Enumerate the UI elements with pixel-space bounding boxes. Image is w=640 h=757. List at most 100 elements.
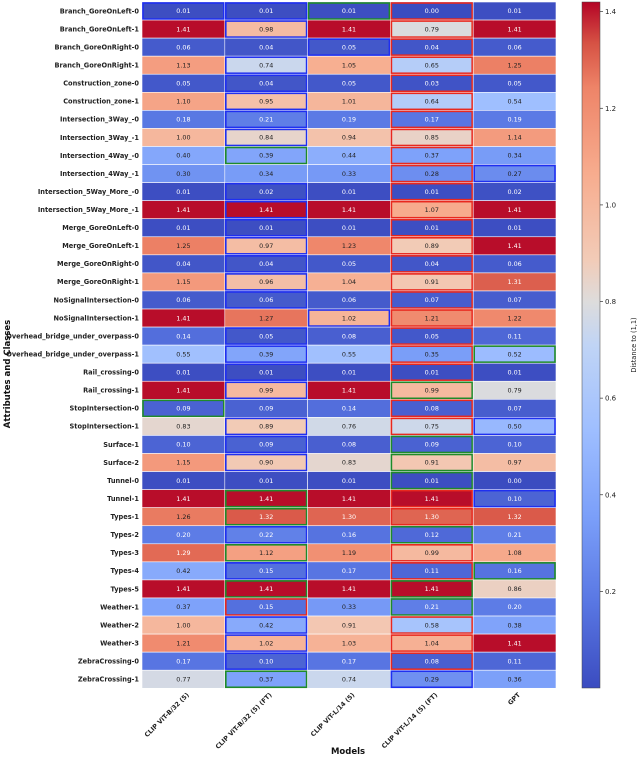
heatmap-cells: 0.01 0.01 0.01 0.00 0.01 1.41 0.98 1.41 0.79 1.41… bbox=[141, 1, 557, 689]
cell-value: 0.74 bbox=[342, 675, 356, 683]
colorbar-tick-label: 1.0 bbox=[605, 201, 616, 209]
cell-value: 0.89 bbox=[425, 242, 439, 250]
row-label: Intersection_3Way_-1 bbox=[60, 134, 139, 142]
cell-value: 0.06 bbox=[176, 296, 190, 304]
cell-outline bbox=[390, 417, 473, 436]
cell-value: 0.79 bbox=[507, 386, 521, 394]
cell-outline bbox=[225, 236, 308, 255]
cell-value: 0.05 bbox=[342, 79, 356, 87]
cell-outline bbox=[225, 128, 308, 147]
cell-value: 0.02 bbox=[507, 188, 521, 196]
cell-value: 0.01 bbox=[176, 188, 190, 196]
cell-outline bbox=[390, 598, 473, 616]
cell-value: 0.06 bbox=[507, 260, 521, 268]
cell-value: 0.33 bbox=[342, 170, 356, 178]
cell-value: 0.04 bbox=[259, 79, 273, 87]
row-label: Surface-1 bbox=[103, 441, 139, 449]
row-label: Weather-1 bbox=[100, 603, 139, 611]
cell-value: 1.21 bbox=[176, 639, 190, 647]
cell-outline bbox=[390, 236, 473, 255]
cell-value: 0.08 bbox=[425, 405, 439, 413]
cell-value: 0.37 bbox=[425, 152, 439, 160]
cell-value: 0.96 bbox=[259, 278, 273, 286]
column-label: CLIP ViT-B/32 (5) (FT) bbox=[214, 691, 274, 751]
cell-outline bbox=[142, 399, 225, 418]
cell-value: 1.12 bbox=[259, 549, 273, 557]
row-label: Overhead_bridge_under_overpass-1 bbox=[6, 350, 139, 358]
cell-outline bbox=[225, 381, 308, 400]
cell-value: 0.58 bbox=[425, 621, 439, 629]
cell-outline bbox=[225, 598, 308, 616]
column-label: CLIP ViT-L/14 (5) bbox=[309, 691, 356, 738]
cell-value: 0.36 bbox=[507, 675, 521, 683]
cell-value: 0.20 bbox=[507, 603, 521, 611]
cell-outline bbox=[390, 146, 473, 165]
cell-value: 0.10 bbox=[176, 441, 190, 449]
row-label: Branch_GoreOnLeft-1 bbox=[60, 25, 140, 33]
cell-outline bbox=[225, 652, 308, 671]
cell-value: 0.21 bbox=[507, 531, 521, 539]
row-label: Tunnel-0 bbox=[107, 477, 139, 485]
cell-value: 0.97 bbox=[259, 242, 273, 250]
cell-outline bbox=[225, 453, 308, 472]
cell-value: 0.84 bbox=[259, 134, 273, 142]
cell-value: 0.55 bbox=[342, 350, 356, 358]
cell-value: 0.34 bbox=[259, 170, 273, 178]
cell-value: 1.27 bbox=[259, 314, 273, 322]
cell-outline bbox=[225, 218, 308, 237]
cell-value: 1.41 bbox=[176, 206, 190, 214]
cell-value: 1.41 bbox=[507, 25, 521, 33]
cell-outline bbox=[225, 273, 308, 291]
cell-value: 1.25 bbox=[176, 242, 190, 250]
cell-value: 0.08 bbox=[425, 657, 439, 665]
cell-outline bbox=[225, 580, 308, 598]
cell-outline bbox=[390, 525, 473, 544]
cell-value: 0.65 bbox=[425, 61, 439, 69]
row-label: Merge_GoreOnLeft-1 bbox=[62, 242, 139, 250]
cell-value: 1.10 bbox=[176, 98, 190, 106]
cell-outline bbox=[225, 670, 308, 689]
row-labels: Branch_GoreOnLeft-0 Branch_GoreOnLeft-1 Br… bbox=[6, 7, 139, 683]
cell-outline bbox=[307, 38, 391, 56]
cell-value: 1.41 bbox=[176, 585, 190, 593]
cell-value: 1.08 bbox=[507, 549, 521, 557]
cell-value: 0.03 bbox=[425, 79, 439, 87]
cell-value: 0.83 bbox=[342, 459, 356, 467]
cell-value: 0.94 bbox=[342, 134, 356, 142]
cell-value: 1.00 bbox=[176, 134, 190, 142]
cell-value: 0.91 bbox=[342, 621, 356, 629]
cell-value: 1.41 bbox=[342, 585, 356, 593]
cell-outline bbox=[390, 164, 473, 183]
cell-value: 0.07 bbox=[507, 405, 521, 413]
cell-value: 1.15 bbox=[176, 278, 190, 286]
cell-outline bbox=[225, 2, 308, 20]
cell-value: 0.74 bbox=[259, 61, 273, 69]
cell-value: 0.10 bbox=[507, 441, 521, 449]
row-label: Merge_GoreOnLeft-0 bbox=[62, 224, 139, 232]
cell-outline bbox=[390, 327, 473, 345]
cell-value: 0.17 bbox=[176, 657, 190, 665]
row-label: Surface-2 bbox=[103, 459, 139, 467]
cell-outline bbox=[390, 670, 473, 689]
cell-value: 1.30 bbox=[425, 513, 439, 521]
cell-value: 0.01 bbox=[259, 477, 273, 485]
cell-outline bbox=[225, 417, 308, 436]
cell-value: 1.31 bbox=[507, 278, 521, 286]
cell-value: 0.55 bbox=[176, 350, 190, 358]
cell-outline bbox=[390, 200, 473, 219]
row-label: Intersection_4Way_-0 bbox=[60, 152, 139, 160]
cell-value: 0.16 bbox=[342, 531, 356, 539]
cell-value: 0.01 bbox=[425, 477, 439, 485]
cell-outline bbox=[390, 399, 473, 418]
cell-outline bbox=[307, 309, 391, 327]
cell-value: 1.41 bbox=[176, 495, 190, 503]
cell-outline bbox=[390, 56, 473, 75]
cell-outline bbox=[390, 291, 473, 309]
cell-value: 0.29 bbox=[425, 675, 439, 683]
cell-value: 0.77 bbox=[176, 675, 190, 683]
cell-value: 0.17 bbox=[342, 657, 356, 665]
cell-value: 0.42 bbox=[259, 621, 273, 629]
cell-outline bbox=[225, 291, 308, 309]
cell-value: 0.01 bbox=[425, 368, 439, 376]
cell-outline bbox=[390, 273, 473, 291]
